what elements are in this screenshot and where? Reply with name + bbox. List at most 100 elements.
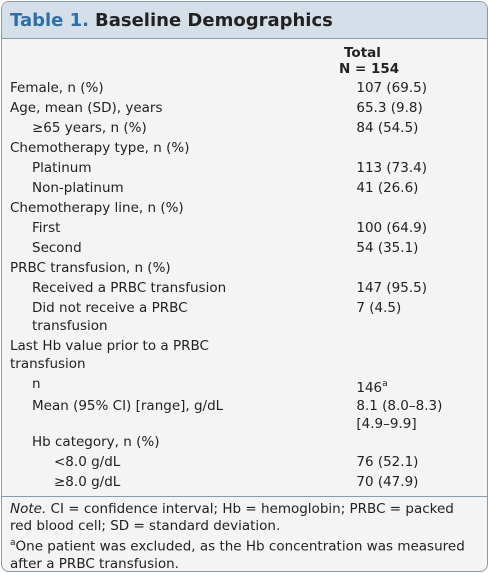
table-body: Female, n (%) 107 (69.5) Age, mean (SD), y…	[10, 79, 487, 493]
row-value-cell: 76 (52.1)	[356, 453, 487, 473]
table-row: ≥8.0 g/dL 70 (47.9)	[10, 473, 487, 493]
row-label-cell: <8.0 g/dL	[10, 453, 356, 473]
row-label: Platinum	[32, 160, 92, 176]
row-label: PRBC transfusion, n (%)	[10, 260, 171, 276]
table-row: Mean (95% CI) [range], g/dL 8.1 (8.0–8.3)…	[10, 397, 487, 433]
row-label-cell: ≥8.0 g/dL	[10, 473, 356, 493]
note-text: CI = confidence interval; Hb = hemoglobi…	[10, 501, 454, 534]
row-value-cell	[356, 337, 487, 375]
column-header: Total N = 154	[339, 39, 487, 77]
footnote-marker: a	[10, 538, 16, 548]
table-notes: Note. CI = confidence interval; Hb = hem…	[2, 496, 487, 572]
table-row: Last Hb value prior to a PRBC transfusio…	[10, 337, 487, 375]
row-label: Non-platinum	[32, 180, 124, 196]
row-label-cell: First	[10, 219, 356, 239]
row-value-cell: 84 (54.5)	[356, 119, 487, 139]
row-label-cell: ≥65 years, n (%)	[10, 119, 356, 139]
row-label-cell: Female, n (%)	[10, 79, 356, 99]
row-label-cell: n	[10, 375, 356, 397]
table-row: Non-platinum 41 (26.6)	[10, 179, 487, 199]
row-value: 54 (35.1)	[356, 240, 419, 256]
row-value-cell: 146a	[356, 375, 487, 397]
column-header-line: N = 154	[339, 61, 400, 77]
table-header: Table 1. Baseline Demographics	[2, 2, 487, 39]
note-label: Note.	[10, 501, 47, 517]
footnote: aOne patient was excluded, as the Hb con…	[10, 535, 479, 572]
row-value: 70 (47.9)	[356, 473, 419, 490]
row-label: n	[32, 376, 41, 392]
table-row: Female, n (%) 107 (69.5)	[10, 79, 487, 99]
row-label-cell: Second	[10, 239, 356, 259]
table-row: Second 54 (35.1)	[10, 239, 487, 259]
row-label: Female, n (%)	[10, 80, 104, 96]
row-value-cell: 107 (69.5)	[356, 79, 487, 99]
footnote-marker: a	[382, 379, 388, 389]
table-row: n 146a	[10, 375, 487, 397]
row-label-cell: PRBC transfusion, n (%)	[10, 259, 356, 279]
row-label: Did not receive a PRBC transfusion	[32, 300, 188, 334]
row-value: 76 (52.1)	[356, 453, 419, 470]
footnote-text: One patient was excluded, as the Hb conc…	[10, 538, 465, 572]
row-value: 113 (73.4)	[356, 160, 428, 176]
row-label: <8.0 g/dL	[54, 453, 121, 470]
table-row: PRBC transfusion, n (%)	[10, 259, 487, 279]
row-value: 41 (26.6)	[356, 180, 419, 196]
row-value-cell: 113 (73.4)	[356, 159, 487, 179]
row-value: 147 (95.5)	[356, 280, 428, 296]
table-row: Age, mean (SD), years 65.3 (9.8)	[10, 99, 487, 119]
row-label: Last Hb value prior to a PRBC transfusio…	[10, 338, 209, 372]
row-label: ≥8.0 g/dL	[54, 473, 121, 490]
table-row: Chemotherapy line, n (%)	[10, 199, 487, 219]
table-row: First 100 (64.9)	[10, 219, 487, 239]
table-row: Did not receive a PRBC transfusion 7 (4.5…	[10, 299, 487, 337]
row-value-cell	[356, 259, 487, 279]
row-label: Hb category, n (%)	[32, 433, 160, 450]
column-header-line: Total	[344, 45, 381, 61]
row-value-cell: 54 (35.1)	[356, 239, 487, 259]
row-label-cell: Received a PRBC transfusion	[10, 279, 356, 299]
row-label-cell: Age, mean (SD), years	[10, 99, 356, 119]
row-value: 7 (4.5)	[356, 300, 402, 316]
table-row: Chemotherapy type, n (%)	[10, 139, 487, 159]
row-label-cell: Last Hb value prior to a PRBC transfusio…	[10, 337, 356, 375]
row-label: Chemotherapy type, n (%)	[10, 140, 190, 156]
row-value-cell: 41 (26.6)	[356, 179, 487, 199]
row-value: 100 (64.9)	[356, 220, 428, 236]
row-value-cell: 100 (64.9)	[356, 219, 487, 239]
row-value-cell: 8.1 (8.0–8.3) [4.9–9.9]	[356, 397, 487, 433]
row-label-cell: Mean (95% CI) [range], g/dL	[10, 397, 356, 433]
row-label: Chemotherapy line, n (%)	[10, 200, 184, 216]
row-value: 107 (69.5)	[356, 80, 428, 96]
row-label: Received a PRBC transfusion	[32, 280, 227, 296]
row-value: 65.3 (9.8)	[356, 100, 423, 116]
row-value-cell	[356, 433, 487, 453]
table-row: ≥65 years, n (%) 84 (54.5)	[10, 119, 487, 139]
row-value: 146	[356, 379, 383, 396]
row-value-cell	[356, 139, 487, 159]
row-label: First	[32, 220, 61, 236]
row-label-cell: Chemotherapy line, n (%)	[10, 199, 356, 219]
table-row: Received a PRBC transfusion 147 (95.5)	[10, 279, 487, 299]
row-label-cell: Non-platinum	[10, 179, 356, 199]
row-label: Mean (95% CI) [range], g/dL	[32, 397, 224, 414]
row-value-cell: 7 (4.5)	[356, 299, 487, 337]
row-label-cell: Platinum	[10, 159, 356, 179]
row-value-cell: 147 (95.5)	[356, 279, 487, 299]
row-value-cell: 65.3 (9.8)	[356, 99, 487, 119]
row-label-cell: Chemotherapy type, n (%)	[10, 139, 356, 159]
note: Note. CI = confidence interval; Hb = hem…	[10, 501, 479, 535]
row-value-cell: 70 (47.9)	[356, 473, 487, 493]
table-row: Hb category, n (%)	[10, 433, 487, 453]
table-row: Platinum 113 (73.4)	[10, 159, 487, 179]
row-value: 84 (54.5)	[356, 120, 419, 136]
row-label-cell: Hb category, n (%)	[10, 433, 356, 453]
row-label-cell: Did not receive a PRBC transfusion	[10, 299, 356, 337]
table-title: Baseline Demographics	[95, 9, 333, 31]
row-value: 8.1 (8.0–8.3) [4.9–9.9]	[356, 397, 443, 432]
row-label: Age, mean (SD), years	[10, 100, 163, 116]
table-label: Table 1.	[10, 9, 89, 31]
row-value-cell	[356, 199, 487, 219]
table-row: <8.0 g/dL 76 (52.1)	[10, 453, 487, 473]
